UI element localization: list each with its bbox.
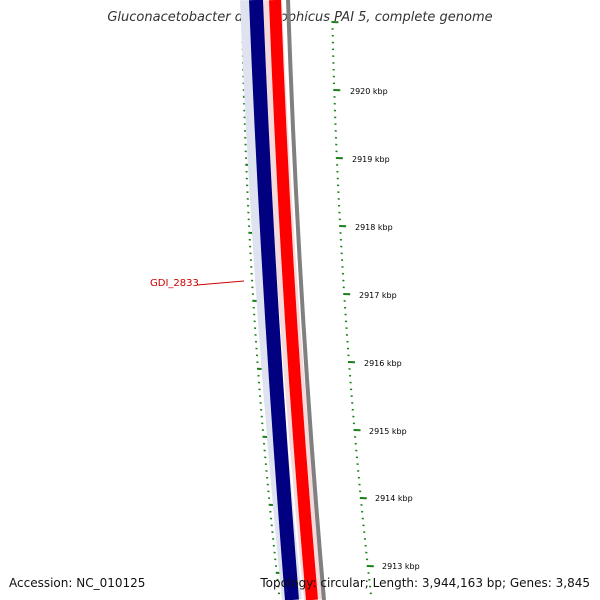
tick-label-2920: 2920 kbp: [350, 87, 388, 96]
tick-label-2914: 2914 kbp: [375, 494, 413, 503]
tick-label-2915: 2915 kbp: [369, 427, 407, 436]
gene-label-gdi-2833[interactable]: GDI_2833: [150, 278, 199, 289]
backbone-track: [286, 0, 326, 600]
minus-strand-track[interactable]: [249, 0, 299, 600]
genome-summary-text: Topology: circular; Length: 3,944,163 bp…: [260, 576, 590, 590]
plus-strand-track[interactable]: [269, 0, 318, 600]
gene-label-leader: [196, 280, 245, 286]
tick-label-2919: 2919 kbp: [352, 155, 390, 164]
tick-label-2918: 2918 kbp: [355, 223, 393, 232]
outer-tick-ring: [331, 21, 374, 595]
tick-label-2916: 2916 kbp: [364, 359, 402, 368]
accession-text: Accession: NC_010125: [9, 576, 146, 590]
map-title: Gluconacetobacter diazotrophicus PAI 5, …: [107, 10, 493, 25]
tick-label-2913: 2913 kbp: [382, 562, 420, 571]
tick-label-2917: 2917 kbp: [359, 291, 397, 300]
